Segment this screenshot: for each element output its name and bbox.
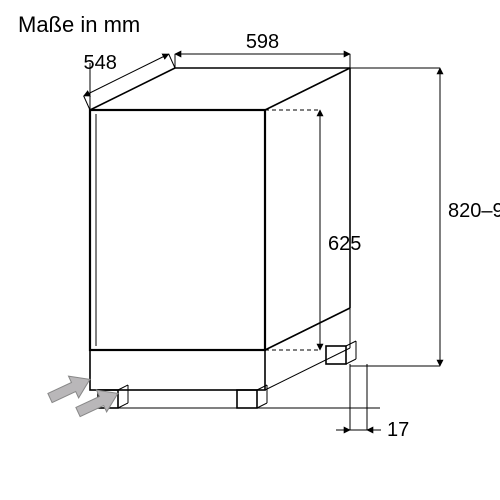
- plinth: [90, 350, 265, 390]
- dimension-drawing: Maße in mm 548 598 820–900 625 17: [0, 0, 500, 500]
- dim-depth: 548: [84, 52, 117, 74]
- appliance-front: [90, 110, 265, 350]
- title-label: Maße in mm: [18, 12, 140, 37]
- dim-height-range: 820–900: [448, 200, 500, 222]
- dim-door-height: 625: [328, 233, 361, 255]
- dim-width: 598: [246, 31, 279, 53]
- dim-gap: 17: [387, 419, 409, 441]
